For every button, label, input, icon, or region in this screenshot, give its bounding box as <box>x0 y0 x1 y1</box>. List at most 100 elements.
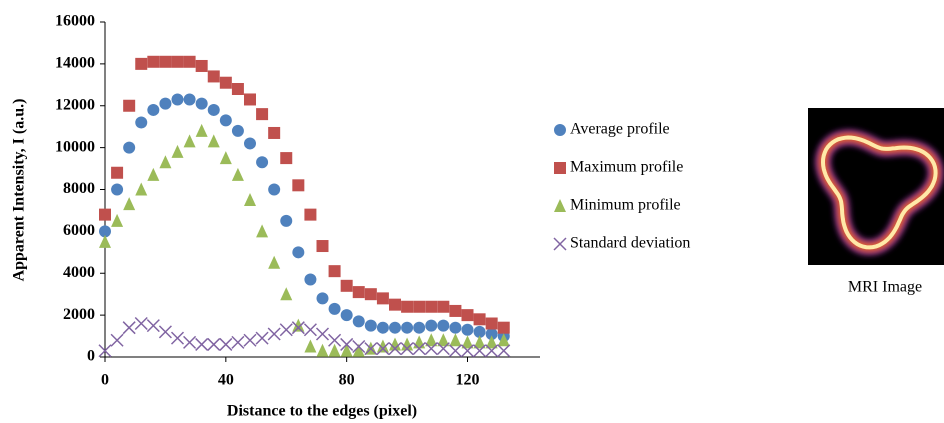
point <box>388 342 402 356</box>
x-tick-label: 120 <box>456 372 480 389</box>
point <box>461 335 474 349</box>
point <box>449 304 462 317</box>
point <box>231 83 244 95</box>
point <box>207 337 221 351</box>
mri-core <box>820 135 938 250</box>
y-tick-label: 6000 <box>63 222 95 239</box>
point <box>340 343 353 357</box>
point <box>183 134 196 148</box>
point <box>401 321 414 334</box>
point <box>256 224 269 238</box>
point <box>171 55 184 68</box>
legend-marker <box>554 199 566 212</box>
point <box>389 337 401 351</box>
point <box>195 97 208 110</box>
point <box>231 124 244 137</box>
point <box>485 335 498 349</box>
x-axis-label: Distance to the edges (pixel) <box>227 403 417 420</box>
legend-label: Average profile <box>570 121 670 138</box>
point <box>207 103 220 116</box>
point <box>195 337 209 351</box>
point <box>389 298 401 311</box>
point <box>123 141 136 154</box>
point <box>171 144 184 158</box>
point <box>497 321 510 334</box>
point <box>376 292 389 305</box>
point <box>231 335 245 349</box>
legend-label: Standard deviation <box>570 235 690 252</box>
point <box>328 333 342 347</box>
point <box>268 126 281 139</box>
point <box>497 333 510 347</box>
y-tick-label: 4000 <box>63 264 95 281</box>
point <box>219 151 232 165</box>
point <box>291 321 305 335</box>
y-tick-label: 14000 <box>55 55 95 72</box>
point <box>244 192 256 206</box>
point <box>111 213 124 227</box>
point <box>99 225 111 238</box>
legend-marker <box>554 124 566 136</box>
point <box>304 339 317 353</box>
point <box>195 59 208 72</box>
point <box>183 93 196 106</box>
point <box>340 279 353 292</box>
point <box>292 318 305 332</box>
point <box>99 234 111 248</box>
point <box>437 319 450 332</box>
point <box>256 108 269 121</box>
point <box>425 333 438 347</box>
point <box>425 319 438 332</box>
point <box>315 327 330 341</box>
point <box>268 255 281 269</box>
point <box>219 337 233 351</box>
legend-marker <box>553 237 567 251</box>
y-tick-label: 8000 <box>63 180 95 197</box>
point <box>389 321 401 334</box>
x-tick-label: 80 <box>339 372 355 389</box>
point <box>437 300 450 313</box>
y-tick-label: 2000 <box>63 306 95 323</box>
point <box>159 55 172 68</box>
point <box>207 134 220 148</box>
point <box>111 166 124 179</box>
image-caption: MRI Image <box>848 279 922 296</box>
point <box>231 167 244 181</box>
point <box>292 179 305 192</box>
point <box>340 309 353 322</box>
point <box>412 342 426 356</box>
point <box>171 93 184 106</box>
point <box>316 343 329 357</box>
point <box>448 344 462 358</box>
point <box>449 333 462 347</box>
point <box>328 343 341 357</box>
point <box>183 55 196 68</box>
point <box>147 167 160 181</box>
point <box>473 335 486 349</box>
point <box>473 313 486 326</box>
point <box>279 323 293 337</box>
point <box>328 302 341 315</box>
point <box>110 333 124 347</box>
point <box>352 343 365 357</box>
point <box>376 339 389 353</box>
point <box>159 97 172 110</box>
point <box>219 114 232 127</box>
point <box>98 344 112 358</box>
point <box>376 342 390 356</box>
point <box>352 286 365 299</box>
point <box>352 315 365 328</box>
legend-label: Minimum profile <box>570 197 681 214</box>
y-axis-label: Apparent Intensity, I (a.u.) <box>11 99 28 282</box>
point <box>316 292 329 305</box>
point <box>461 323 474 336</box>
point <box>461 309 474 322</box>
point <box>292 246 305 259</box>
point <box>497 344 511 358</box>
point <box>473 344 487 358</box>
y-tick-label: 10000 <box>55 138 95 155</box>
point <box>123 197 136 211</box>
point <box>280 152 293 165</box>
point <box>135 182 148 196</box>
